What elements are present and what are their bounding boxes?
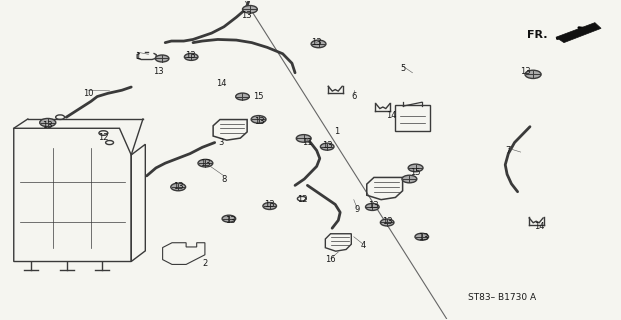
Text: 13: 13 (255, 117, 265, 126)
Circle shape (408, 164, 423, 172)
Circle shape (415, 233, 428, 240)
Text: 13: 13 (311, 38, 322, 47)
Text: 16: 16 (325, 255, 336, 264)
Text: 13: 13 (225, 216, 235, 225)
Circle shape (184, 53, 198, 60)
Text: 13: 13 (184, 51, 195, 60)
Circle shape (402, 175, 417, 183)
Text: FR.: FR. (527, 30, 547, 40)
Circle shape (40, 118, 56, 127)
Text: 13: 13 (200, 159, 211, 168)
Circle shape (236, 93, 249, 100)
Text: 3: 3 (218, 138, 224, 147)
Text: 10: 10 (83, 89, 93, 98)
Text: 12: 12 (98, 133, 109, 142)
Circle shape (311, 40, 326, 48)
Circle shape (155, 55, 169, 62)
Polygon shape (556, 23, 601, 43)
Text: 14: 14 (216, 79, 227, 88)
Text: 14: 14 (386, 111, 396, 120)
Circle shape (242, 5, 257, 13)
Text: 8: 8 (221, 174, 227, 184)
Text: ST83– B1730 A: ST83– B1730 A (468, 292, 537, 301)
Circle shape (525, 70, 541, 78)
Text: 7: 7 (505, 146, 511, 155)
Text: 2: 2 (203, 259, 208, 268)
Text: 13: 13 (322, 141, 333, 150)
Text: 1: 1 (135, 52, 140, 61)
Circle shape (380, 219, 394, 226)
Text: 13: 13 (242, 11, 252, 20)
Text: 13: 13 (42, 121, 53, 130)
Text: 11: 11 (302, 138, 312, 147)
Text: 6: 6 (351, 92, 356, 101)
Text: 15: 15 (253, 92, 264, 101)
Circle shape (296, 135, 311, 142)
Text: 13: 13 (520, 67, 531, 76)
Text: 13: 13 (383, 217, 393, 226)
Text: 12: 12 (297, 195, 308, 204)
Circle shape (222, 215, 236, 222)
Text: 13: 13 (264, 200, 274, 209)
Text: 15: 15 (410, 168, 421, 177)
Text: 13: 13 (368, 202, 379, 211)
Text: 13: 13 (419, 233, 429, 242)
Circle shape (366, 204, 379, 211)
Text: 9: 9 (354, 205, 360, 214)
Text: 13: 13 (173, 182, 184, 191)
Circle shape (320, 143, 334, 150)
Text: 13: 13 (153, 67, 164, 76)
Text: 14: 14 (534, 222, 545, 231)
Text: 5: 5 (401, 63, 406, 73)
Circle shape (198, 159, 213, 167)
Text: 4: 4 (360, 241, 366, 250)
Circle shape (251, 116, 266, 123)
Text: 1: 1 (334, 127, 339, 136)
Circle shape (263, 203, 276, 210)
Circle shape (171, 183, 186, 191)
